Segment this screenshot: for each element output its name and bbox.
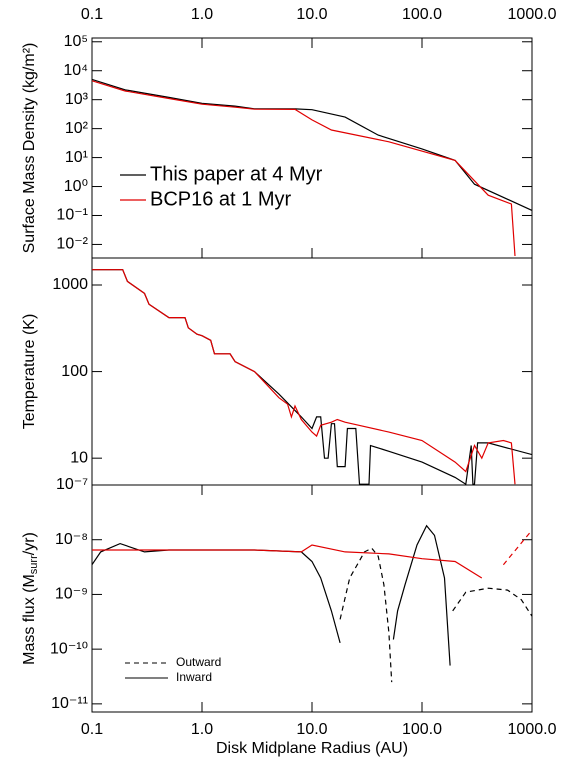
series-group [92,524,532,683]
x-tick-label: 0.1 [81,6,103,23]
series-line [92,542,341,644]
y-tick-label: 10¹ [65,149,88,166]
y-tick-label: 10⁰ [64,178,88,195]
x-tick-label: 10.0 [296,6,327,23]
y-axis-title-part: Mass flux (M [21,574,38,665]
x-tick-label: 1000.0 [508,721,557,738]
series-line [92,269,532,485]
x-tick-label: 100.0 [402,6,442,23]
y-tick-label: 10⁻¹⁰ [50,640,88,657]
series-line [339,547,393,683]
y-tick-label: 10⁻⁷ [56,476,88,493]
series-group [92,269,532,485]
legend-label: Inward [176,670,212,684]
y-axis-title: Surface Mass Density (kg/m²) [21,43,38,254]
series-line [92,269,516,485]
y-tick-label: 10⁻¹¹ [51,695,88,712]
x-tick-label: 100.0 [402,721,442,738]
y-tick-label: 100 [61,363,88,380]
series-line [392,524,451,666]
y-axis-title-part: surr [28,555,40,574]
x-tick-label: 1.0 [191,6,213,23]
x-tick-label: 1.0 [191,721,213,738]
y-tick-label: 10⁴ [63,62,88,79]
plot-frame [91,37,533,259]
y-axis-title-part: /yr) [21,532,38,555]
x-tick-label: 0.1 [81,721,103,738]
plot-frame [91,257,533,486]
x-tick-label: 10.0 [296,721,327,738]
series-line [452,587,532,617]
y-tick-label: 10⁵ [64,33,88,50]
y-tick-label: 10² [65,120,89,137]
series-line [92,80,516,257]
x-tick-label: 1000.0 [508,6,557,23]
legend-label: BCP16 at 1 Myr [150,188,292,210]
y-tick-label: 10⁻⁹ [55,586,88,603]
y-axis-title: Temperature (K) [21,314,38,430]
y-tick-label: 10⁻⁸ [55,531,88,548]
y-axis-title: Mass flux (Msurr/yr) [21,532,40,665]
y-tick-label: 10⁻¹ [56,207,88,224]
x-axis-title: Disk Midplane Radius (AU) [216,740,408,757]
y-tick-label: 10⁻² [56,236,88,253]
y-tick-label: 10³ [65,91,89,108]
legend-label: This paper at 4 Myr [150,163,323,185]
series-line [92,544,483,579]
y-tick-label: 10 [70,449,88,466]
legend-label: Outward [176,655,221,669]
y-tick-label: 1000 [52,276,88,293]
series-line [502,529,532,566]
series-group [92,78,532,257]
